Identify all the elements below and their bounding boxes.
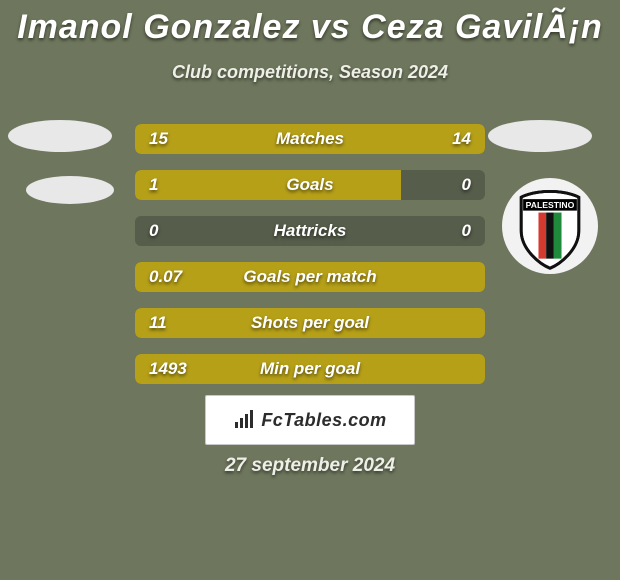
stat-value-right: 0 (462, 170, 471, 200)
club-badge-svg: PALESTINO (502, 178, 598, 274)
page-subtitle: Club competitions, Season 2024 (0, 62, 620, 83)
club-badge-right: PALESTINO (502, 178, 598, 274)
stat-value-left: 0 (149, 216, 158, 246)
right-avatar-ellipse (488, 120, 592, 152)
comparison-bars: Matches1514Goals10Hattricks00Goals per m… (135, 124, 485, 400)
source-attribution: FcTables.com (205, 395, 415, 445)
stat-row: Matches1514 (135, 124, 485, 154)
comparison-stage: Imanol Gonzalez vs Ceza GavilÃ¡n Club co… (0, 0, 620, 580)
stat-value-right: 14 (452, 124, 471, 154)
stat-row: Shots per goal11 (135, 308, 485, 338)
stat-row: Goals per match0.07 (135, 262, 485, 292)
stat-row: Hattricks00 (135, 216, 485, 246)
stat-value-left: 11 (149, 308, 167, 338)
stat-value-left: 15 (149, 124, 168, 154)
stat-value-left: 1493 (149, 354, 187, 384)
left-avatar-ellipse-2 (26, 176, 114, 204)
chart-icon (233, 410, 255, 430)
stat-row: Goals10 (135, 170, 485, 200)
source-label: FcTables.com (261, 410, 386, 431)
club-badge-label: PALESTINO (526, 200, 575, 210)
page-title: Imanol Gonzalez vs Ceza GavilÃ¡n (0, 8, 620, 47)
left-avatar-ellipse-1 (8, 120, 112, 152)
date-label: 27 september 2024 (0, 455, 620, 477)
stat-value-right: 0 (462, 216, 471, 246)
stat-value-left: 1 (149, 170, 158, 200)
stat-row: Min per goal1493 (135, 354, 485, 384)
stat-value-left: 0.07 (149, 262, 182, 292)
